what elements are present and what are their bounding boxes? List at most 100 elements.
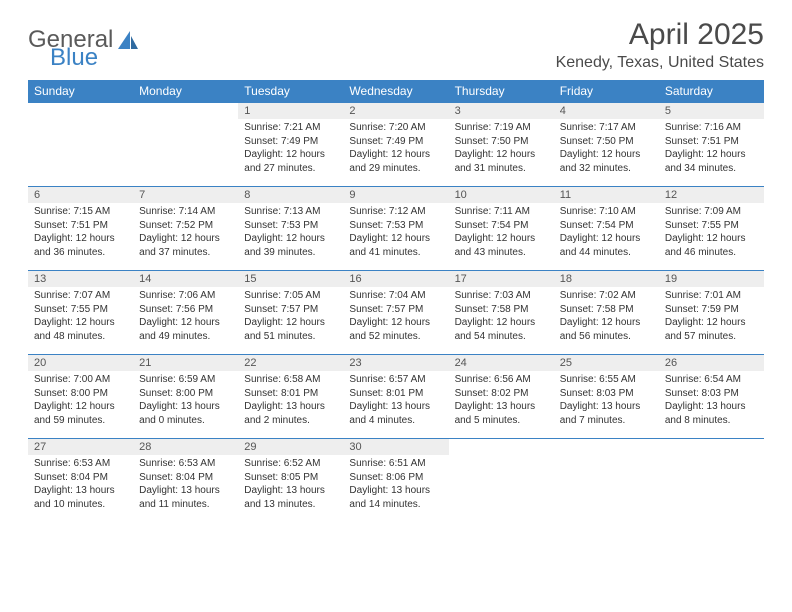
daylight-text: Daylight: 12 hours and 54 minutes. <box>455 316 548 343</box>
daylight-text: Daylight: 12 hours and 56 minutes. <box>560 316 653 343</box>
sunrise-text: Sunrise: 7:12 AM <box>349 205 442 219</box>
sunrise-text: Sunrise: 7:10 AM <box>560 205 653 219</box>
day-details: Sunrise: 6:57 AMSunset: 8:01 PMDaylight:… <box>343 371 448 431</box>
calendar-cell: 10Sunrise: 7:11 AMSunset: 7:54 PMDayligh… <box>449 187 554 271</box>
daylight-text: Daylight: 13 hours and 5 minutes. <box>455 400 548 427</box>
daylight-text: Daylight: 12 hours and 48 minutes. <box>34 316 127 343</box>
sunrise-text: Sunrise: 7:11 AM <box>455 205 548 219</box>
sunrise-text: Sunrise: 7:19 AM <box>455 121 548 135</box>
day-details: Sunrise: 7:14 AMSunset: 7:52 PMDaylight:… <box>133 203 238 263</box>
calendar-cell: 21Sunrise: 6:59 AMSunset: 8:00 PMDayligh… <box>133 355 238 439</box>
calendar-cell: 11 Sunrise: 7:10 AMSunset: 7:54 PMDayligh… <box>554 187 659 271</box>
sunrise-text: Sunrise: 6:58 AM <box>244 373 337 387</box>
calendar-cell: 12Sunrise: 7:09 AMSunset: 7:55 PMDayligh… <box>659 187 764 271</box>
day-number: 14 <box>133 271 238 287</box>
day-number: 2 <box>343 103 448 119</box>
daylight-text: Daylight: 13 hours and 11 minutes. <box>139 484 232 511</box>
day-number: 7 <box>133 187 238 203</box>
daylight-text: Daylight: 13 hours and 2 minutes. <box>244 400 337 427</box>
calendar-cell: 7Sunrise: 7:14 AMSunset: 7:52 PMDaylight… <box>133 187 238 271</box>
day-number: 5 <box>659 103 764 119</box>
daylight-text: Daylight: 13 hours and 4 minutes. <box>349 400 442 427</box>
day-details: Sunrise: 7:12 AMSunset: 7:53 PMDaylight:… <box>343 203 448 263</box>
day-number: 30 <box>343 439 448 455</box>
sunrise-text: Sunrise: 7:15 AM <box>34 205 127 219</box>
sunrise-text: Sunrise: 6:55 AM <box>560 373 653 387</box>
daylight-text: Daylight: 12 hours and 44 minutes. <box>560 232 653 259</box>
sunset-text: Sunset: 7:59 PM <box>665 303 758 317</box>
location: Kenedy, Texas, United States <box>556 54 764 72</box>
sunrise-text: Sunrise: 7:21 AM <box>244 121 337 135</box>
calendar-row: 27Sunrise: 6:53 AMSunset: 8:04 PMDayligh… <box>28 439 764 523</box>
sunset-text: Sunset: 8:04 PM <box>139 471 232 485</box>
sunset-text: Sunset: 7:51 PM <box>665 135 758 149</box>
day-number: 17 <box>449 271 554 287</box>
calendar-cell: 22Sunrise: 6:58 AMSunset: 8:01 PMDayligh… <box>238 355 343 439</box>
day-number: 20 <box>28 355 133 371</box>
sunrise-text: Sunrise: 6:53 AM <box>139 457 232 471</box>
sunrise-text: Sunrise: 6:54 AM <box>665 373 758 387</box>
col-thursday: Thursday <box>449 80 554 103</box>
day-details: Sunrise: 7:11 AMSunset: 7:54 PMDaylight:… <box>449 203 554 263</box>
calendar-cell: 18Sunrise: 7:02 AMSunset: 7:58 PMDayligh… <box>554 271 659 355</box>
sunset-text: Sunset: 8:03 PM <box>560 387 653 401</box>
daylight-text: Daylight: 12 hours and 27 minutes. <box>244 148 337 175</box>
day-details: Sunrise: 7:01 AMSunset: 7:59 PMDaylight:… <box>659 287 764 347</box>
sunrise-text: Sunrise: 7:09 AM <box>665 205 758 219</box>
daylight-text: Daylight: 12 hours and 41 minutes. <box>349 232 442 259</box>
calendar-cell: 27Sunrise: 6:53 AMSunset: 8:04 PMDayligh… <box>28 439 133 523</box>
sunset-text: Sunset: 7:50 PM <box>560 135 653 149</box>
daylight-text: Daylight: 13 hours and 8 minutes. <box>665 400 758 427</box>
sunrise-text: Sunrise: 7:00 AM <box>34 373 127 387</box>
sunset-text: Sunset: 7:55 PM <box>665 219 758 233</box>
header: General April 2025 Kenedy, Texas, United… <box>28 18 764 72</box>
daylight-text: Daylight: 12 hours and 57 minutes. <box>665 316 758 343</box>
sunrise-text: Sunrise: 7:03 AM <box>455 289 548 303</box>
sunset-text: Sunset: 7:54 PM <box>560 219 653 233</box>
sunset-text: Sunset: 7:50 PM <box>455 135 548 149</box>
day-number: 11 <box>554 187 659 203</box>
calendar-cell: 25Sunrise: 6:55 AMSunset: 8:03 PMDayligh… <box>554 355 659 439</box>
calendar-cell: 23Sunrise: 6:57 AMSunset: 8:01 PMDayligh… <box>343 355 448 439</box>
day-number: 10 <box>449 187 554 203</box>
sunrise-text: Sunrise: 7:06 AM <box>139 289 232 303</box>
col-friday: Friday <box>554 80 659 103</box>
day-number: 27 <box>28 439 133 455</box>
sunset-text: Sunset: 8:06 PM <box>349 471 442 485</box>
logo-text-blue: Blue <box>50 44 98 72</box>
day-details: Sunrise: 7:20 AMSunset: 7:49 PMDaylight:… <box>343 119 448 179</box>
sunrise-text: Sunrise: 7:05 AM <box>244 289 337 303</box>
day-details: Sunrise: 6:55 AMSunset: 8:03 PMDaylight:… <box>554 371 659 431</box>
sunset-text: Sunset: 8:05 PM <box>244 471 337 485</box>
calendar-cell: 6Sunrise: 7:15 AMSunset: 7:51 PMDaylight… <box>28 187 133 271</box>
sunrise-text: Sunrise: 7:17 AM <box>560 121 653 135</box>
sunset-text: Sunset: 7:49 PM <box>244 135 337 149</box>
sunrise-text: Sunrise: 6:56 AM <box>455 373 548 387</box>
day-details: Sunrise: 7:07 AMSunset: 7:55 PMDaylight:… <box>28 287 133 347</box>
sunset-text: Sunset: 8:00 PM <box>139 387 232 401</box>
day-number: 16 <box>343 271 448 287</box>
day-details: Sunrise: 7:09 AMSunset: 7:55 PMDaylight:… <box>659 203 764 263</box>
daylight-text: Daylight: 13 hours and 10 minutes. <box>34 484 127 511</box>
daylight-text: Daylight: 12 hours and 52 minutes. <box>349 316 442 343</box>
day-details: Sunrise: 7:21 AMSunset: 7:49 PMDaylight:… <box>238 119 343 179</box>
sunrise-text: Sunrise: 7:01 AM <box>665 289 758 303</box>
day-details: Sunrise: 6:51 AMSunset: 8:06 PMDaylight:… <box>343 455 448 515</box>
calendar-cell: 14Sunrise: 7:06 AMSunset: 7:56 PMDayligh… <box>133 271 238 355</box>
sunset-text: Sunset: 8:03 PM <box>665 387 758 401</box>
sunrise-text: Sunrise: 7:02 AM <box>560 289 653 303</box>
day-number: 12 <box>659 187 764 203</box>
sunset-text: Sunset: 7:54 PM <box>455 219 548 233</box>
day-number: 22 <box>238 355 343 371</box>
day-number: 18 <box>554 271 659 287</box>
calendar-cell: 4Sunrise: 7:17 AMSunset: 7:50 PMDaylight… <box>554 103 659 187</box>
day-number: 26 <box>659 355 764 371</box>
calendar-cell: .. <box>133 103 238 187</box>
daylight-text: Daylight: 12 hours and 34 minutes. <box>665 148 758 175</box>
col-saturday: Saturday <box>659 80 764 103</box>
calendar-cell: 29Sunrise: 6:52 AMSunset: 8:05 PMDayligh… <box>238 439 343 523</box>
calendar-cell: .. <box>28 103 133 187</box>
sunset-text: Sunset: 8:04 PM <box>34 471 127 485</box>
day-details: Sunrise: 7:00 AMSunset: 8:00 PMDaylight:… <box>28 371 133 431</box>
day-details: Sunrise: 6:53 AMSunset: 8:04 PMDaylight:… <box>133 455 238 515</box>
